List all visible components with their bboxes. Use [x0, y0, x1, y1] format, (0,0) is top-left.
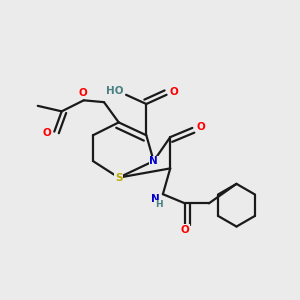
- Text: S: S: [115, 172, 122, 183]
- Text: O: O: [196, 122, 205, 132]
- Text: O: O: [43, 128, 51, 138]
- Text: N: N: [149, 156, 158, 166]
- Text: H: H: [155, 200, 163, 209]
- Text: O: O: [169, 87, 178, 97]
- Text: HO: HO: [106, 86, 124, 96]
- Text: N: N: [151, 194, 160, 204]
- Text: O: O: [79, 88, 87, 98]
- Text: O: O: [181, 225, 189, 235]
